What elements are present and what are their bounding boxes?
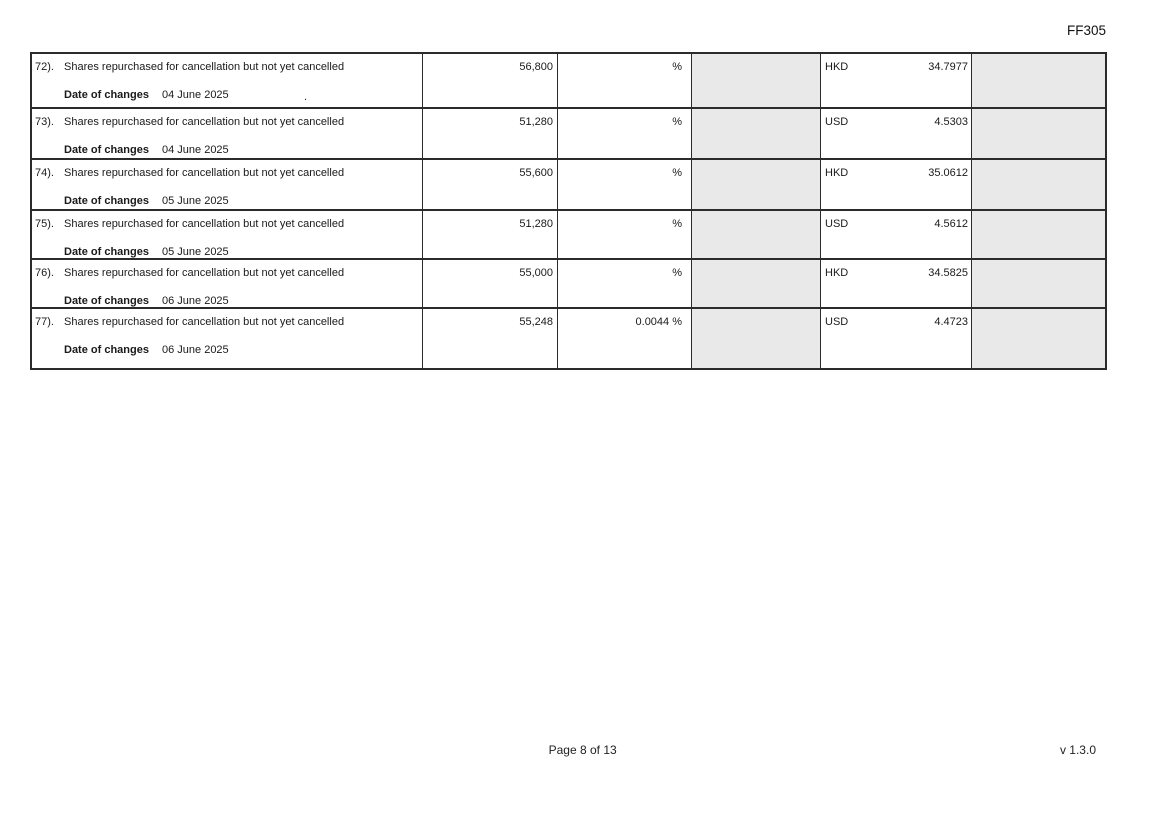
description-cell: 77). Shares repurchased for cancellation… (32, 309, 422, 368)
currency-code: HKD (825, 167, 849, 179)
shaded-cell-right (971, 160, 1105, 209)
table-row: 75). Shares repurchased for cancellation… (32, 209, 1105, 258)
price-value: 34.5825 (928, 267, 968, 279)
percent-cell: % (557, 211, 691, 258)
table-row: 77). Shares repurchased for cancellation… (32, 307, 1105, 368)
percent-cell: 0.0044 % (557, 309, 691, 368)
currency-price-cell: USD 4.5612 (820, 211, 971, 258)
description-cell: 72). Shares repurchased for cancellation… (32, 54, 422, 107)
date-of-changes-value: 04 June 2025 (162, 144, 229, 156)
row-description: Shares repurchased for cancellation but … (64, 116, 345, 128)
shaded-cell-left (691, 160, 820, 209)
shares-value-cell: 51,280 (422, 211, 557, 258)
shaded-cell-left (691, 54, 820, 107)
row-index: 77). (35, 316, 54, 328)
page-footer: Page 8 of 13 v 1.3.0 (0, 743, 1168, 759)
disclosure-table: 72). Shares repurchased for cancellation… (30, 52, 1107, 370)
percent-cell: % (557, 54, 691, 107)
date-of-changes-label: Date of changes (64, 246, 149, 258)
row-index: 72). (35, 61, 54, 73)
currency-price-cell: HKD 35.0612 (820, 160, 971, 209)
date-of-changes-value: 06 June 2025 (162, 295, 229, 307)
table-row: 74). Shares repurchased for cancellation… (32, 158, 1105, 209)
date-of-changes-value: 05 June 2025 (162, 195, 229, 207)
date-of-changes-value: 06 June 2025 (162, 344, 229, 356)
shares-value: 51,280 (519, 218, 553, 230)
row-description: Shares repurchased for cancellation but … (64, 61, 345, 73)
description-cell: 73). Shares repurchased for cancellation… (32, 109, 422, 158)
currency-price-cell: HKD 34.7977 (820, 54, 971, 107)
percent-value: % (672, 218, 682, 230)
price-value: 35.0612 (928, 167, 968, 179)
shares-value: 51,280 (519, 116, 553, 128)
price-value: 4.4723 (934, 316, 968, 328)
row-description: Shares repurchased for cancellation but … (64, 316, 345, 328)
row-index: 74). (35, 167, 54, 179)
shaded-cell-right (971, 309, 1105, 368)
shaded-cell-left (691, 309, 820, 368)
percent-value: % (672, 267, 682, 279)
shaded-cell-left (691, 211, 820, 258)
row-description: Shares repurchased for cancellation but … (64, 218, 345, 230)
currency-price-cell: USD 4.5303 (820, 109, 971, 158)
percent-cell: % (557, 109, 691, 158)
currency-price-cell: HKD 34.5825 (820, 260, 971, 307)
shaded-cell-right (971, 54, 1105, 107)
row-description: Shares repurchased for cancellation but … (64, 267, 345, 279)
currency-code: HKD (825, 267, 849, 279)
shares-value-cell: 56,800 (422, 54, 557, 107)
percent-value: 0.0044 % (635, 316, 682, 328)
percent-cell: % (557, 160, 691, 209)
percent-cell: % (557, 260, 691, 307)
date-of-changes-value: 04 June 2025 (162, 89, 229, 101)
percent-value: % (672, 167, 682, 179)
table-row: 72). Shares repurchased for cancellation… (32, 54, 1105, 107)
row-index: 76). (35, 267, 54, 279)
shaded-cell-right (971, 211, 1105, 258)
row-index: 73). (35, 116, 54, 128)
table-row: 76). Shares repurchased for cancellation… (32, 258, 1105, 307)
shares-value-cell: 51,280 (422, 109, 557, 158)
shares-value: 55,600 (519, 167, 553, 179)
stray-period-mark: . (304, 91, 308, 103)
shares-value-cell: 55,000 (422, 260, 557, 307)
shares-value: 56,800 (519, 61, 553, 73)
date-of-changes-label: Date of changes (64, 344, 149, 356)
description-cell: 74). Shares repurchased for cancellation… (32, 160, 422, 209)
form-code: FF305 (1066, 23, 1106, 38)
description-cell: 76). Shares repurchased for cancellation… (32, 260, 422, 307)
shaded-cell-right (971, 109, 1105, 158)
date-of-changes-label: Date of changes (64, 89, 149, 101)
shares-value-cell: 55,600 (422, 160, 557, 209)
row-index: 75). (35, 218, 54, 230)
footer-version: v 1.3.0 (1059, 743, 1096, 757)
shaded-cell-right (971, 260, 1105, 307)
date-of-changes-value: 05 June 2025 (162, 246, 229, 258)
date-of-changes-label: Date of changes (64, 295, 149, 307)
currency-code: USD (825, 116, 849, 128)
currency-code: HKD (825, 61, 849, 73)
shares-value: 55,000 (519, 267, 553, 279)
row-description: Shares repurchased for cancellation but … (64, 167, 345, 179)
date-of-changes-label: Date of changes (64, 144, 149, 156)
shares-value: 55,248 (519, 316, 553, 328)
currency-code: USD (825, 316, 849, 328)
description-cell: 75). Shares repurchased for cancellation… (32, 211, 422, 258)
percent-value: % (672, 116, 682, 128)
shaded-cell-left (691, 260, 820, 307)
price-value: 34.7977 (928, 61, 968, 73)
shaded-cell-left (691, 109, 820, 158)
currency-code: USD (825, 218, 849, 230)
date-of-changes-label: Date of changes (64, 195, 149, 207)
price-value: 4.5612 (934, 218, 968, 230)
currency-price-cell: USD 4.4723 (820, 309, 971, 368)
footer-page-number: Page 8 of 13 (548, 743, 617, 757)
table-row: 73). Shares repurchased for cancellation… (32, 107, 1105, 158)
disclosure-table-body: 72). Shares repurchased for cancellation… (32, 54, 1105, 368)
percent-value: % (672, 61, 682, 73)
shares-value-cell: 55,248 (422, 309, 557, 368)
price-value: 4.5303 (934, 116, 968, 128)
